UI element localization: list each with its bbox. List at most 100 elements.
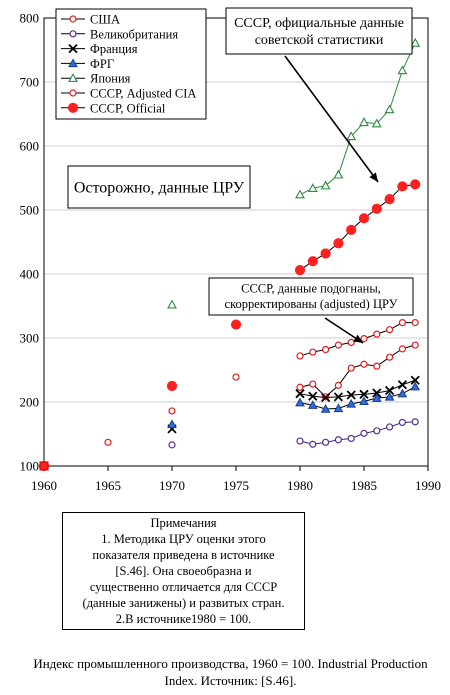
annotation-text: советской статистики — [255, 33, 384, 48]
data-point — [333, 403, 344, 413]
data-point — [347, 338, 355, 347]
data-point — [307, 256, 318, 267]
data-point — [371, 203, 382, 214]
marker-shape — [373, 427, 381, 435]
marker-shape — [358, 213, 370, 224]
marker-shape — [373, 330, 381, 338]
annotation-text: СССР, данные подогнаны, — [241, 282, 381, 296]
marker-shape — [346, 390, 356, 400]
legend-marker — [68, 43, 78, 54]
data-point — [322, 438, 330, 446]
legend-label: ФРГ — [90, 57, 114, 71]
marker-shape — [346, 131, 357, 141]
legend-label: США — [90, 13, 120, 27]
marker-shape — [67, 102, 79, 113]
marker-shape — [307, 256, 318, 267]
data-point — [397, 181, 408, 192]
legend-item: Япония — [61, 72, 131, 86]
marker-shape — [346, 224, 357, 235]
marker-shape — [296, 383, 304, 391]
data-point — [320, 180, 331, 190]
marker-shape — [68, 43, 78, 54]
series-3 — [167, 381, 421, 429]
data-point — [167, 419, 177, 429]
marker-shape — [397, 380, 408, 390]
marker-shape — [334, 436, 342, 444]
data-point — [386, 326, 394, 334]
legend-label: Великобритания — [90, 27, 178, 41]
arrow-official — [284, 55, 379, 183]
marker-shape — [307, 183, 318, 192]
marker-shape — [397, 65, 408, 75]
marker-shape — [347, 338, 355, 347]
legend-item: Франция — [61, 42, 138, 56]
marker-shape — [384, 391, 395, 401]
data-point — [386, 423, 394, 431]
marker-shape — [371, 393, 382, 402]
series-line — [299, 386, 416, 410]
marker-shape — [320, 404, 331, 413]
marker-shape — [296, 437, 304, 445]
data-point — [333, 169, 344, 179]
y-tick-label: 200 — [20, 395, 40, 410]
annotation-frame — [225, 7, 413, 55]
marker-shape — [384, 194, 395, 205]
data-point — [320, 404, 331, 413]
data-point — [360, 429, 368, 437]
y-tick-label: 300 — [20, 331, 40, 346]
marker-shape — [386, 353, 394, 361]
series-line — [299, 183, 416, 271]
data-point — [384, 194, 395, 205]
data-point — [410, 375, 420, 385]
data-point — [168, 441, 176, 449]
marker-shape — [68, 58, 78, 68]
legend-marker — [69, 15, 77, 23]
data-point — [359, 396, 369, 406]
data-point — [371, 393, 382, 402]
data-point — [295, 189, 305, 199]
data-point — [294, 265, 306, 276]
marker-shape — [168, 407, 176, 415]
marker-shape — [294, 265, 306, 276]
marker-shape — [166, 380, 178, 392]
legend-marker — [68, 58, 78, 68]
data-point — [398, 418, 406, 427]
data-point — [410, 381, 421, 391]
data-point — [307, 400, 318, 409]
marker-shape — [411, 418, 419, 426]
data-point — [397, 380, 408, 390]
x-tick-label: 1980 — [287, 478, 313, 493]
marker-shape — [296, 352, 304, 360]
marker-shape — [167, 419, 177, 429]
marker-shape — [398, 345, 406, 353]
data-point — [309, 440, 317, 448]
y-tick-label: 600 — [20, 139, 40, 154]
marker-shape — [69, 30, 77, 38]
marker-shape — [347, 434, 355, 443]
marker-shape — [307, 400, 318, 409]
marker-shape — [320, 248, 331, 259]
data-point — [410, 37, 421, 47]
annotation-text: скорректированы (adjusted) ЦРУ — [225, 297, 398, 311]
notes-line: Примечания — [150, 516, 217, 530]
data-point — [333, 392, 344, 402]
data-point — [372, 388, 382, 398]
y-tick-label: 100 — [20, 459, 40, 474]
marker-shape — [346, 398, 357, 408]
marker-shape — [410, 179, 421, 190]
marker-shape — [320, 180, 331, 190]
data-point — [296, 437, 304, 445]
marker-shape — [295, 189, 305, 199]
notes-line: существенно отличается для СССР — [89, 580, 278, 594]
data-point — [410, 179, 421, 190]
data-point — [360, 335, 368, 343]
marker-shape — [398, 418, 406, 427]
arrow-head — [353, 334, 363, 343]
marker-shape — [333, 392, 344, 402]
series-5 — [168, 319, 419, 390]
data-point — [307, 183, 318, 192]
chart: 100 200 300 400 500 600 700 800 1960 1965 1970 1975… — [20, 7, 441, 493]
series-layer — [38, 37, 421, 472]
data-point — [397, 65, 408, 75]
data-point — [296, 383, 304, 391]
